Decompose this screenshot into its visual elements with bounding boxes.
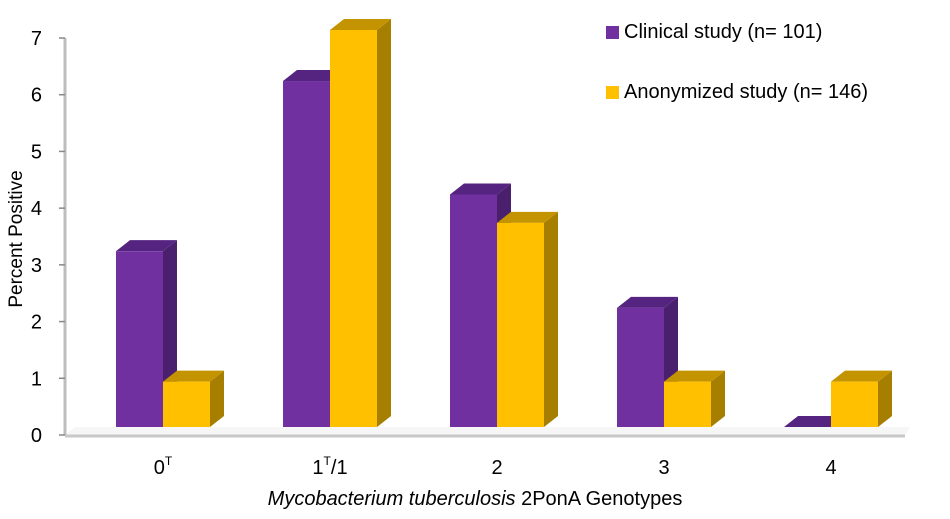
bar-front (330, 30, 377, 427)
x-axis-title-rest: 2PonA Genotypes (521, 488, 683, 510)
bar-top (450, 183, 511, 195)
bar-front (450, 194, 497, 427)
x-tick-label: 0T (154, 454, 173, 479)
bar-side (711, 370, 725, 427)
bar-side (377, 19, 391, 427)
x-tick-label: 1T/1 (312, 454, 347, 479)
bar-anonymized-2 (497, 211, 558, 427)
bar-top (831, 370, 892, 382)
bar-clinical-4 (784, 416, 845, 427)
y-tick-label: 5 (31, 141, 42, 163)
bar-front (116, 251, 163, 427)
bar-top (497, 211, 558, 223)
bar-top (116, 240, 177, 252)
bar-top (784, 416, 845, 427)
y-tick-label: 1 (31, 368, 42, 390)
bar-front (163, 381, 210, 427)
legend-item-clinical: Clinical study (n= 101) (606, 18, 868, 46)
bar-side (544, 211, 558, 427)
bar-anonymized-1 (330, 19, 391, 427)
x-axis-title: Mycobacterium tuberculosis 2PonA Genotyp… (0, 488, 950, 511)
x-tick-label: 4 (825, 457, 836, 479)
bar-top (283, 70, 344, 82)
y-tick-label: 0 (31, 425, 42, 447)
bar-anonymized-0 (163, 370, 224, 427)
legend-label-anonymized: Anonymized study (n= 146) (624, 80, 869, 103)
bar-front (617, 307, 664, 427)
bar-anonymized-3 (664, 370, 725, 427)
legend-item-anonymized: Anonymized study (n= 146) (606, 78, 868, 106)
bar-top (617, 296, 678, 308)
y-axis-title: Percent Positive (6, 170, 27, 308)
y-tick-label: 4 (31, 198, 42, 220)
bar-front (283, 81, 330, 428)
bar-side (878, 370, 892, 427)
y-tick-label: 2 (31, 312, 42, 334)
legend-swatch-clinical (606, 25, 619, 39)
bar-side (210, 370, 224, 427)
x-axis-title-italic: Mycobacterium tuberculosis (267, 488, 516, 510)
bar-top (163, 370, 224, 382)
x-tick-label: 3 (658, 457, 669, 479)
bar-front (497, 222, 544, 427)
x-tick-label: 2 (491, 457, 502, 479)
legend-label-clinical: Clinical study (n= 101) (624, 20, 823, 43)
bar-anonymized-4 (831, 370, 892, 427)
y-tick-label: 6 (31, 85, 42, 107)
y-tick-label: 3 (31, 255, 42, 277)
legend: Clinical study (n= 101) Anonymized study… (606, 18, 868, 138)
bar-front (831, 381, 878, 427)
bar-top (330, 19, 391, 30)
bar-top (664, 370, 725, 382)
bar-front (664, 381, 711, 427)
legend-swatch-anonymized (606, 85, 619, 99)
chart-floor (65, 427, 910, 435)
bar-clinical-3 (617, 296, 678, 427)
y-tick-label: 7 (31, 28, 42, 50)
